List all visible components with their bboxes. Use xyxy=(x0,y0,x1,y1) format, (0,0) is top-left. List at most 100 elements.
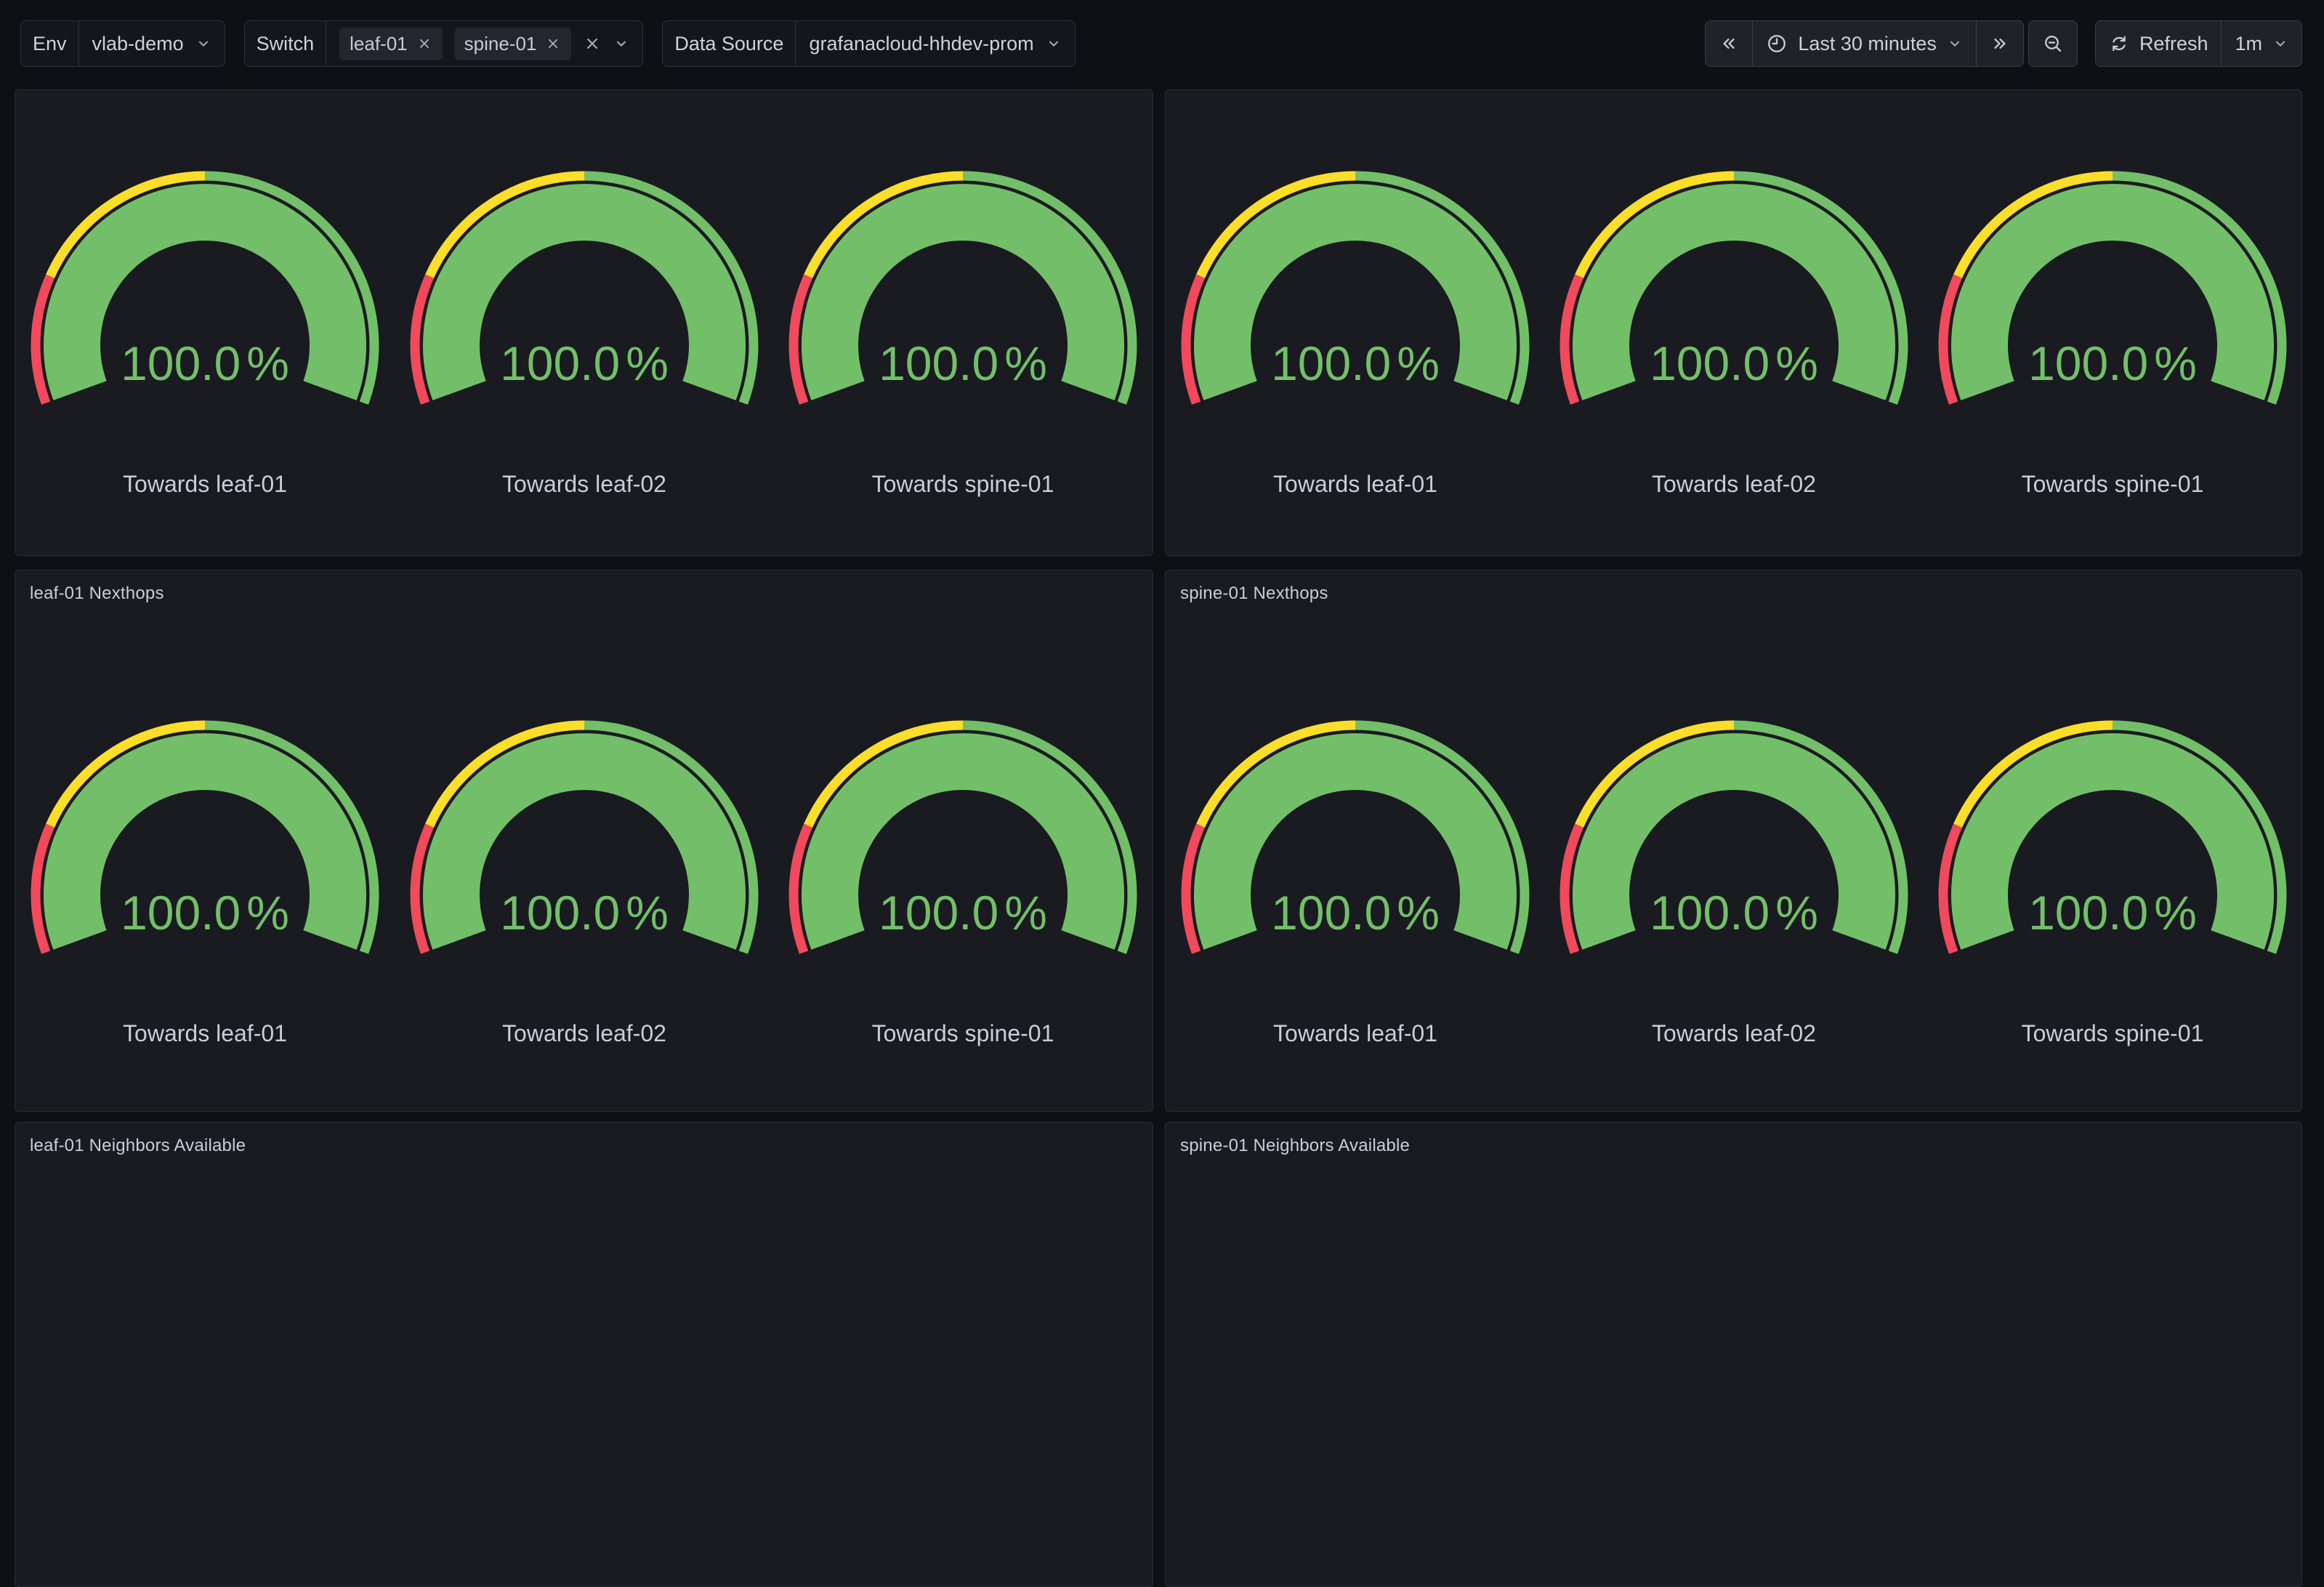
toolbar-spacer xyxy=(1094,20,1706,67)
panel-leaf-01-neighbors-available: leaf-01 Neighbors Available xyxy=(15,1122,1153,1587)
gauge-label: Towards leaf-01 xyxy=(1273,1020,1437,1046)
refresh-controls: Refresh 1m xyxy=(2094,20,2302,67)
chevron-down-icon xyxy=(2272,36,2288,52)
datasource-variable: Data Source grafanacloud-hhdev-prom xyxy=(662,20,1076,67)
panel-title: spine-01 Neighbors Available xyxy=(1180,1136,1411,1155)
switch-variable-value[interactable]: leaf-01 spine-01 xyxy=(326,21,642,66)
gauge: 100.0% Towards leaf-01 xyxy=(15,720,395,1054)
refresh-interval-value: 1m xyxy=(2235,32,2262,54)
gauge-value: 100.0% xyxy=(500,336,669,390)
gauge-row: 100.0% Towards leaf-01 100.0% Towards leaf-… xyxy=(15,171,1153,505)
gauge-label: Towards spine-01 xyxy=(872,471,1054,497)
gauge-chart: 100.0 % Towards leaf-01 xyxy=(31,720,379,1046)
chevron-down-icon[interactable] xyxy=(613,36,629,52)
gauge-label: Towards leaf-01 xyxy=(123,471,287,497)
angle-double-right-icon xyxy=(1990,33,2010,54)
panel-untitled-2: 100.0% Towards leaf-01 100.0% Towards leaf-… xyxy=(1165,89,2302,556)
angle-double-left-icon xyxy=(1719,33,1739,54)
gauge: 100.0% Towards leaf-02 xyxy=(1544,171,1923,505)
time-controls: Last 30 minutes xyxy=(1705,20,2024,67)
gauge: 100.0% Towards spine-01 xyxy=(1923,720,2301,1054)
gauge-value: 100.0% xyxy=(1271,886,1440,940)
gauge-value: 100.0% xyxy=(879,886,1047,940)
gauge-value: 100.0% xyxy=(500,886,669,940)
panel-title: leaf-01 Nexthops xyxy=(30,583,164,603)
gauge-chart: 100.0 % Towards spine-01 xyxy=(1938,720,2286,1046)
dashboard-toolbar: Env vlab-demo Switch leaf-01 spine-01 Dat… xyxy=(20,20,2302,67)
gauge-value: 100.0% xyxy=(121,886,289,940)
refresh-interval-button[interactable]: 1m xyxy=(2221,21,2301,66)
env-variable: Env vlab-demo xyxy=(20,20,225,67)
env-variable-value[interactable]: vlab-demo xyxy=(79,21,225,66)
switch-variable: Switch leaf-01 spine-01 xyxy=(243,20,644,67)
switch-variable-label: Switch xyxy=(245,21,327,66)
clear-selection-icon[interactable] xyxy=(583,34,602,53)
chevron-down-icon xyxy=(1947,36,1963,52)
gauge: 100.0% Towards spine-01 xyxy=(773,720,1153,1054)
gauge-value: 100.0% xyxy=(2028,336,2197,390)
gauge-label: Towards leaf-01 xyxy=(1273,471,1437,497)
gauge-value: 100.0% xyxy=(1650,886,1818,940)
gauge: 100.0% Towards leaf-01 xyxy=(1166,171,1544,505)
switch-tag-label: leaf-01 xyxy=(350,32,408,54)
grafana-dashboard: { "toolbar": { "env": { "label": "Env", … xyxy=(15,20,2302,1587)
gauge: 100.0% Towards spine-01 xyxy=(1923,171,2301,505)
gauge: 100.0% Towards leaf-02 xyxy=(1544,720,1923,1054)
switch-tag-chip[interactable]: spine-01 xyxy=(453,27,572,60)
panel-spine-01-nexthops: spine-01 Nexthops 100.0% Towards leaf-01 1… xyxy=(1165,570,2302,1112)
time-range-button[interactable]: Last 30 minutes xyxy=(1752,21,1976,66)
gauge-value: 100.0% xyxy=(1271,336,1440,390)
panel-spine-01-neighbors-available: spine-01 Neighbors Available xyxy=(1165,1122,2302,1587)
gauge: 100.0% Towards leaf-02 xyxy=(395,720,774,1054)
time-shift-forward-button[interactable] xyxy=(1975,21,2023,66)
gauge-row: 100.0% Towards leaf-01 100.0% Towards leaf-… xyxy=(1166,171,2301,505)
gauge: 100.0% Towards leaf-01 xyxy=(1166,720,1544,1054)
gauge-chart: 100.0 % Towards leaf-01 xyxy=(1181,171,1529,497)
panel-title: leaf-01 Neighbors Available xyxy=(30,1136,246,1155)
gauge-label: Towards leaf-02 xyxy=(1652,471,1816,497)
gauge-value: 100.0% xyxy=(879,336,1047,390)
clock-icon xyxy=(1766,33,1788,54)
chevron-down-icon xyxy=(1046,36,1062,52)
panel-title: spine-01 Nexthops xyxy=(1180,583,1328,603)
remove-tag-icon[interactable] xyxy=(545,36,561,52)
gauge-chart: 100.0 % Towards leaf-02 xyxy=(1560,171,1908,497)
gauge: 100.0% Towards spine-01 xyxy=(773,171,1153,505)
gauge-label: Towards leaf-02 xyxy=(502,1020,666,1046)
gauge-chart: 100.0 % Towards leaf-01 xyxy=(1181,720,1529,1046)
panel-leaf-01-nexthops: leaf-01 Nexthops 100.0% Towards leaf-01 10… xyxy=(15,570,1153,1112)
gauge-chart: 100.0 % Towards leaf-02 xyxy=(410,171,758,497)
time-shift-back-button[interactable] xyxy=(1706,21,1752,66)
switch-tags: leaf-01 spine-01 xyxy=(339,27,572,60)
gauge-chart: 100.0 % Towards leaf-02 xyxy=(1560,720,1908,1046)
gauge: 100.0% Towards leaf-01 xyxy=(15,171,395,505)
time-range-text: Last 30 minutes xyxy=(1798,32,1937,54)
gauge-chart: 100.0 % Towards spine-01 xyxy=(788,171,1137,497)
env-variable-selected: vlab-demo xyxy=(92,32,184,54)
datasource-variable-value[interactable]: grafanacloud-hhdev-prom xyxy=(796,21,1074,66)
gauge-label: Towards spine-01 xyxy=(2021,471,2203,497)
gauge-chart: 100.0 % Towards spine-01 xyxy=(788,720,1137,1046)
zoom-out-icon xyxy=(2042,33,2064,54)
panel-untitled-1: 100.0% Towards leaf-01 100.0% Towards leaf-… xyxy=(15,89,1153,556)
gauge: 100.0% Towards leaf-02 xyxy=(395,171,774,505)
gauge-label: Towards leaf-01 xyxy=(123,1020,287,1046)
switch-tag-chip[interactable]: leaf-01 xyxy=(339,27,443,60)
gauge-label: Towards spine-01 xyxy=(872,1020,1054,1046)
gauge-chart: 100.0 % Towards leaf-01 xyxy=(31,171,379,497)
gauge-chart: 100.0 % Towards leaf-02 xyxy=(410,720,758,1046)
switch-tag-label: spine-01 xyxy=(464,32,537,54)
gauge-row: 100.0% Towards leaf-01 100.0% Towards leaf-… xyxy=(1166,720,2301,1054)
gauge-row: 100.0% Towards leaf-01 100.0% Towards leaf-… xyxy=(15,720,1153,1054)
refresh-icon xyxy=(2109,33,2129,54)
gauge-label: Towards spine-01 xyxy=(2021,1020,2203,1046)
gauge-value: 100.0% xyxy=(121,336,289,390)
zoom-out-button[interactable] xyxy=(2029,21,2077,66)
gauge-chart: 100.0 % Towards spine-01 xyxy=(1938,171,2286,497)
chevron-down-icon xyxy=(195,36,211,52)
gauge-label: Towards leaf-02 xyxy=(1652,1020,1816,1046)
env-variable-label: Env xyxy=(21,21,79,66)
refresh-button[interactable]: Refresh xyxy=(2096,21,2222,66)
zoom-out-group xyxy=(2028,20,2078,67)
remove-tag-icon[interactable] xyxy=(416,36,432,52)
